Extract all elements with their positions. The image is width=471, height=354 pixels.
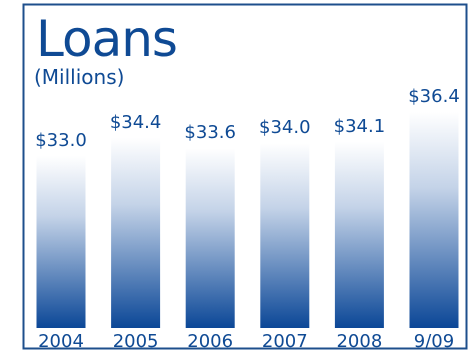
value-label: $34.0 <box>259 117 311 138</box>
bar-2005 <box>111 137 161 328</box>
category-label: 2008 <box>336 331 382 352</box>
category-label: 2004 <box>38 331 84 352</box>
chart-subtitle: (Millions) <box>34 65 125 89</box>
bar-9-09 <box>409 112 459 328</box>
value-label: $33.0 <box>35 130 87 151</box>
category-label: 9/09 <box>414 331 454 352</box>
bar-2006 <box>185 148 235 328</box>
category-label: 2005 <box>113 331 159 352</box>
chart-border <box>22 3 468 350</box>
bar-2008 <box>334 141 384 328</box>
value-label: $34.4 <box>110 112 162 133</box>
value-labels-group: $33.0 $34.4 $33.6 $34.0 $34.1 $36.4 <box>35 86 460 151</box>
value-label: $36.4 <box>408 86 460 107</box>
category-label: 2006 <box>187 331 233 352</box>
bars-group <box>36 112 459 328</box>
category-labels-group: 2004 2005 2006 2007 2008 9/09 <box>38 331 454 352</box>
value-label: $33.6 <box>184 122 236 143</box>
value-label: $34.1 <box>334 116 386 137</box>
chart-title: Loans <box>36 10 178 68</box>
category-label: 2007 <box>262 331 308 352</box>
bar-2007 <box>260 143 310 328</box>
bar-2004 <box>36 156 86 328</box>
